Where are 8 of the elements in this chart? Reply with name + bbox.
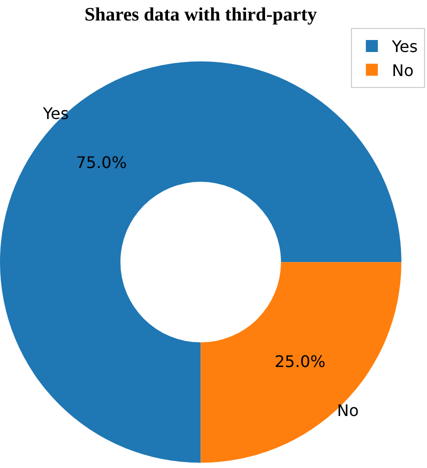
legend-label: Yes <box>390 37 418 56</box>
slice-label: No <box>337 401 359 420</box>
slice-label: Yes <box>42 104 69 123</box>
donut-slice <box>200 262 402 463</box>
data-label: 75.0% <box>76 153 127 172</box>
data-label: 25.0% <box>274 352 326 371</box>
legend-label: No <box>392 61 414 80</box>
chart-title: Shares data with third-party <box>84 4 318 26</box>
